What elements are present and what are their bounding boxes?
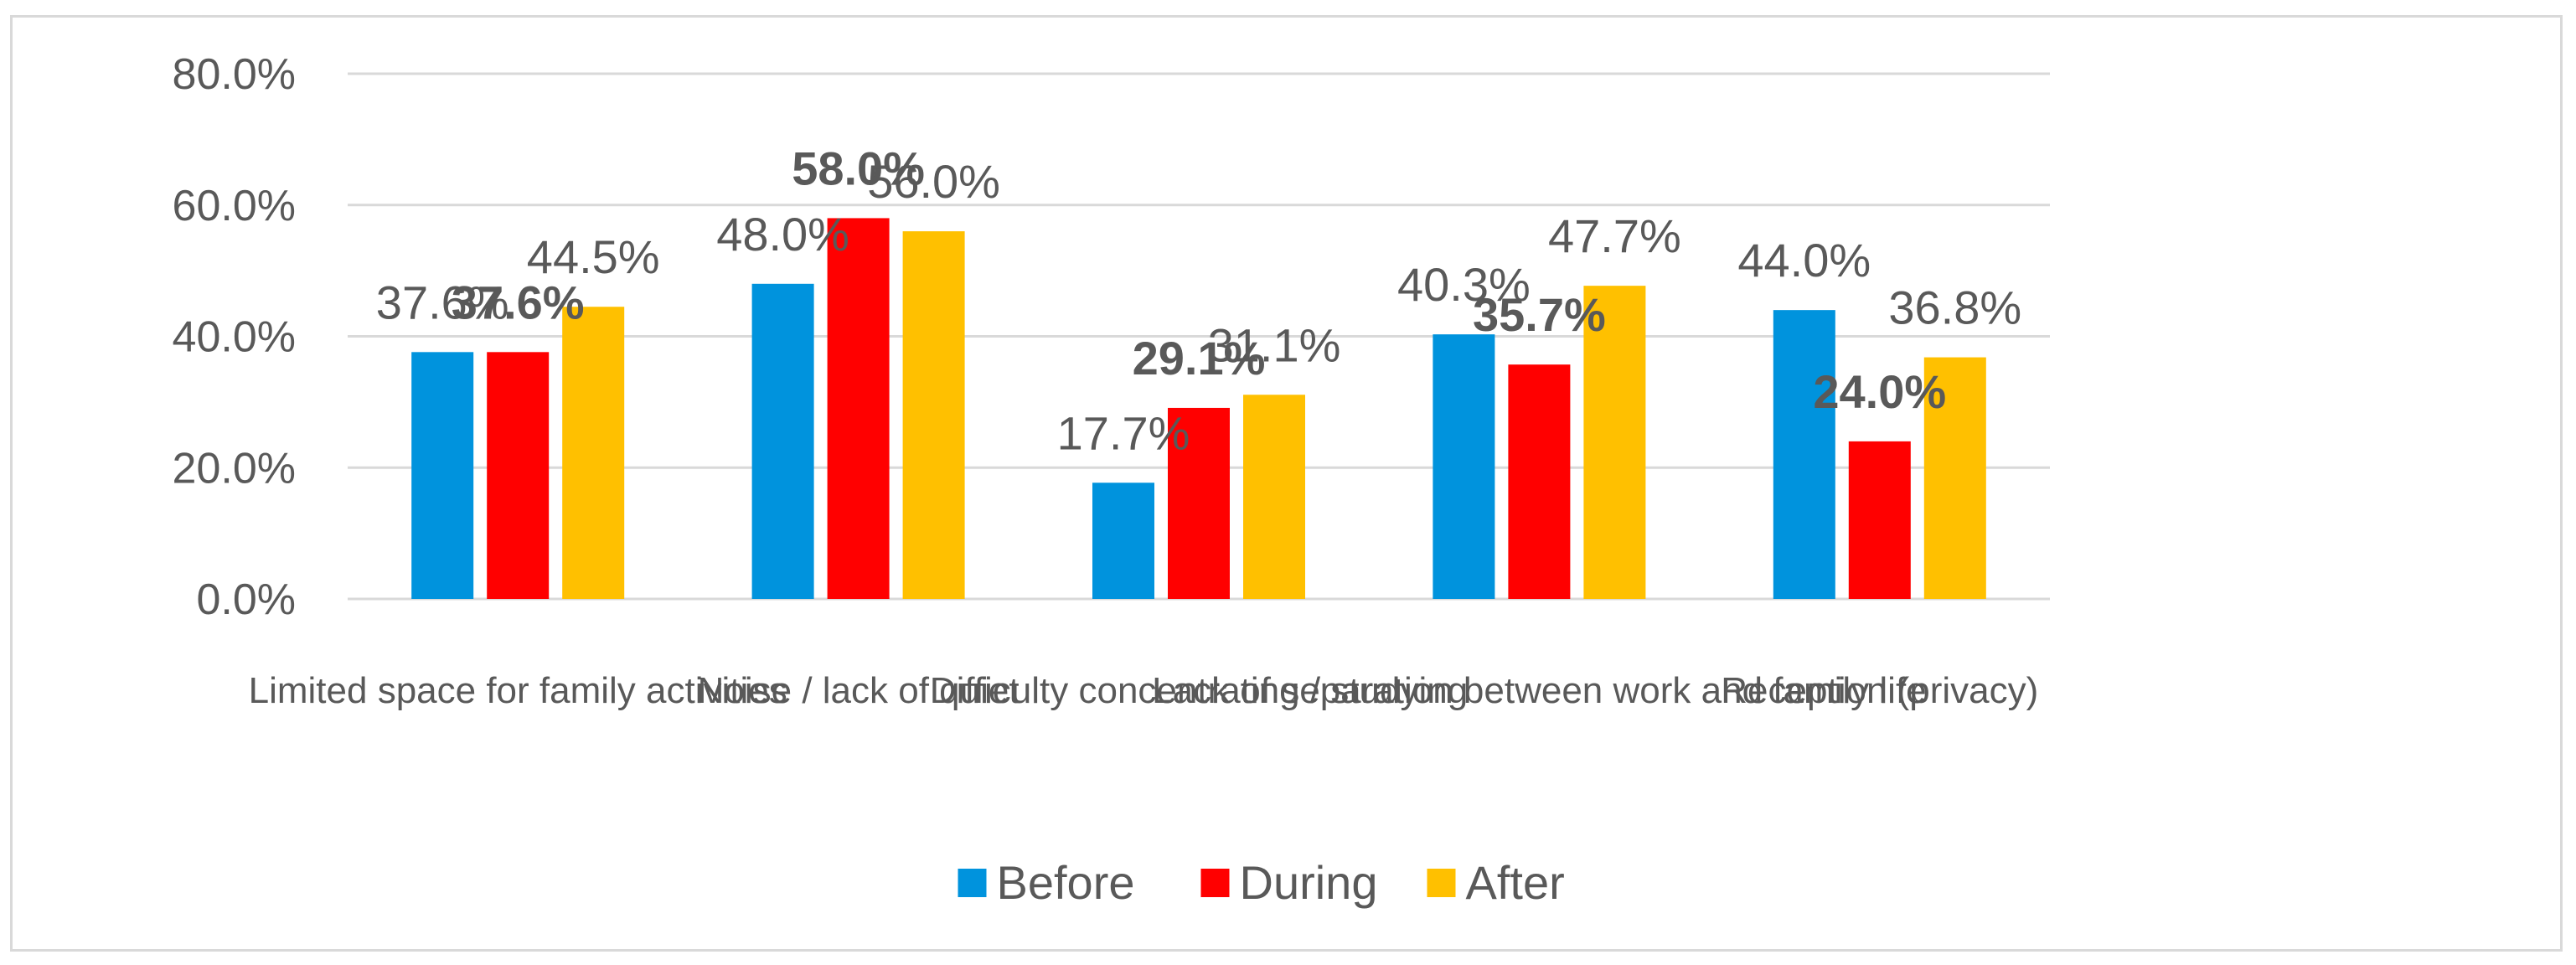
bar-during — [1168, 407, 1230, 599]
legend: Before During After — [958, 856, 1565, 909]
bar-after — [1923, 357, 1986, 599]
legend-swatch-during — [1200, 869, 1230, 897]
bar-after — [902, 231, 965, 599]
y-tick-label: 40.0% — [173, 313, 296, 362]
y-tick-label: 20.0% — [173, 444, 296, 493]
bar-during — [487, 352, 550, 599]
data-label: 35.7% — [1473, 288, 1606, 341]
data-label: 47.7% — [1548, 209, 1681, 262]
bar-before — [1433, 334, 1495, 599]
legend-label-during: During — [1240, 856, 1378, 909]
y-tick-label: 0.0% — [196, 575, 296, 624]
data-label: 37.6% — [452, 276, 585, 328]
x-category-label: Difficulty concentrating / studying — [930, 670, 1468, 711]
legend-label-after: After — [1466, 856, 1565, 909]
data-label: 31.1% — [1208, 318, 1341, 371]
data-label: 37.6% — [376, 276, 509, 328]
y-tick-label: 80.0% — [173, 50, 296, 99]
x-category-label: Reception (privacy) — [1721, 670, 2038, 711]
data-label: 40.3% — [1397, 258, 1531, 311]
bar-after — [1583, 286, 1646, 599]
legend-swatch-before — [958, 869, 987, 897]
bar-chart: 0.0% 20.0% 40.0% 60.0% 80.0% Limited space f… — [173, 50, 2050, 909]
bar-during — [1508, 364, 1571, 599]
bar-before — [1773, 310, 1835, 599]
y-axis-ticks: 0.0% 20.0% 40.0% 60.0% 80.0% — [173, 50, 296, 624]
x-category-label: Limited space for family activities — [249, 670, 787, 711]
bar-during — [827, 218, 890, 599]
bar-during — [1848, 441, 1911, 599]
bars — [411, 218, 1986, 599]
x-category-label: Lack of separation between work and fami… — [1152, 670, 1927, 711]
data-label: 44.0% — [1737, 234, 1871, 286]
x-axis-categories: Limited space for family activitiesNoise… — [249, 670, 2039, 711]
data-label: 44.5% — [527, 230, 660, 283]
data-label: 58.0% — [792, 142, 925, 194]
data-label: 36.8% — [1888, 281, 2021, 334]
legend-label-before: Before — [997, 856, 1135, 909]
chart-frame: 0.0% 20.0% 40.0% 60.0% 80.0% Limited space f… — [10, 15, 2563, 952]
bar-after — [1243, 395, 1305, 599]
data-labels: 37.6%37.6%44.5% 48.0%58.0%56.0%17.7%29.1%… — [376, 142, 2021, 459]
x-category-label: Noise / lack of quiet — [698, 670, 1020, 711]
data-label: 48.0% — [716, 208, 849, 261]
bar-after — [562, 307, 625, 599]
legend-swatch-after — [1427, 869, 1456, 897]
data-label: 24.0% — [1813, 365, 1946, 418]
data-label: 17.7% — [1057, 406, 1190, 459]
y-tick-label: 60.0% — [173, 182, 296, 230]
data-label: 56.0% — [867, 155, 1000, 208]
data-label: 29.1% — [1133, 332, 1266, 384]
bar-before — [751, 283, 814, 599]
bar-before — [411, 352, 474, 599]
bar-before — [1092, 482, 1154, 599]
